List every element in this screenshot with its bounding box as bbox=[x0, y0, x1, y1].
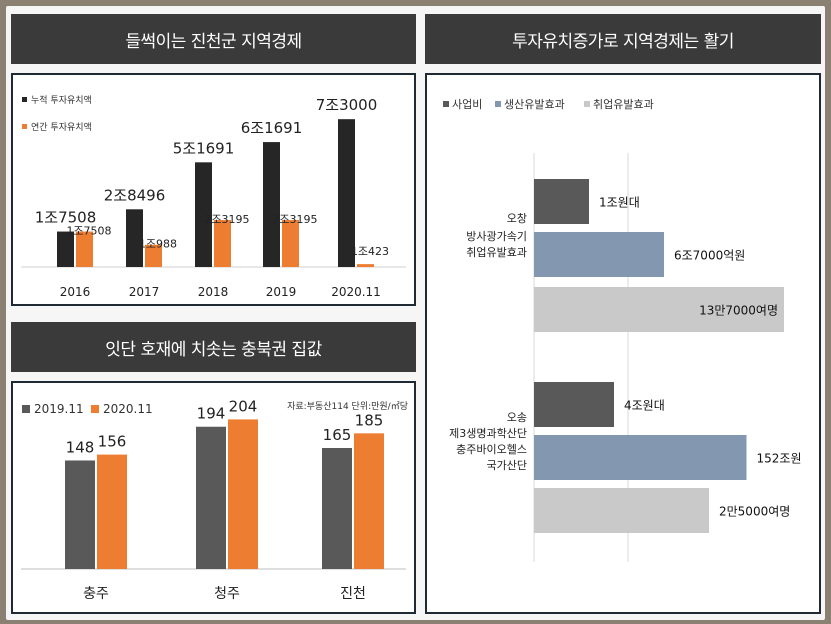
x-tick-label: 진천 bbox=[340, 586, 366, 602]
bar-value-label: 4조원대 bbox=[624, 399, 665, 413]
x-tick-label: 청주 bbox=[214, 586, 240, 602]
group-label-line: 오창 bbox=[507, 212, 527, 225]
x-tick-label: 2020.11 bbox=[331, 285, 381, 299]
bottom-left-title: 잇단 호재에 치솟는 충북권 집값 bbox=[11, 322, 416, 372]
x-tick-label: 2017 bbox=[129, 285, 160, 299]
group-label-line: 오송 bbox=[507, 411, 527, 424]
bar-production bbox=[534, 435, 747, 480]
legend-swatch bbox=[495, 101, 501, 107]
data-label-annual: 2조3195 bbox=[204, 213, 249, 226]
bar-value-label: 6조7000억원 bbox=[674, 249, 745, 263]
bar-2019 bbox=[196, 426, 226, 569]
bar-cumulative bbox=[195, 162, 212, 267]
data-label-cumulative: 2조8496 bbox=[104, 186, 166, 204]
x-tick-label: 2018 bbox=[198, 285, 229, 299]
bar-value-label: 13만7000여명 bbox=[699, 304, 778, 318]
bar-employment bbox=[534, 287, 784, 332]
legend-label-cumulative: 누적 투자유치액 bbox=[31, 94, 92, 106]
legend-label-annual: 연간 투자유치액 bbox=[31, 121, 92, 133]
data-label-cumulative: 7조3000 bbox=[316, 96, 378, 114]
data-label-2020: 185 bbox=[355, 411, 384, 429]
bar-2019 bbox=[65, 460, 95, 569]
group-label-line: 방사광가속기 bbox=[466, 230, 527, 243]
x-tick-label: 충주 bbox=[83, 586, 109, 602]
bottom-left-chart-panel: 2019.11 2020.11 자료:부동산114 단위:만원/㎡당 148 156 충주… bbox=[11, 381, 416, 614]
bar-employment bbox=[534, 488, 709, 533]
data-label-annual: 1조988 bbox=[139, 238, 177, 251]
housing-price-bar-chart: 2019.11 2020.11 자료:부동산114 단위:만원/㎡당 148 156 충주… bbox=[21, 397, 408, 602]
bar-annual bbox=[76, 231, 93, 267]
legend-label: 사업비 bbox=[452, 98, 482, 111]
right-title: 투자유치증가로 지역경제는 활기 bbox=[425, 14, 821, 64]
group-label-line: 취업유발효과 bbox=[466, 246, 527, 259]
bar-cumulative bbox=[57, 231, 74, 267]
top-left-title: 들썩이는 진천군 지역경제 bbox=[11, 14, 416, 64]
legend-swatch-cumulative bbox=[22, 97, 27, 102]
bar-cost bbox=[534, 382, 614, 427]
bar-2019 bbox=[322, 448, 352, 569]
bar-value-label: 2만5000여명 bbox=[719, 505, 790, 519]
data-label-cumulative: 6조1691 bbox=[241, 119, 303, 137]
economic-effect-bar-chart: 사업비 생산유발효과 취업유발효과오창방사광가속기취업유발효과1조원대6조7000억… bbox=[443, 98, 802, 562]
bar-value-label: 152조원 bbox=[757, 452, 802, 466]
data-label-2019: 148 bbox=[66, 438, 95, 456]
data-label-annual: 2조3195 bbox=[272, 213, 317, 226]
data-label-cumulative: 5조1691 bbox=[173, 139, 235, 157]
legend-label-2019: 2019.11 bbox=[34, 402, 84, 416]
data-label-annual: 1조7508 bbox=[66, 225, 111, 238]
bar-value-label: 1조원대 bbox=[599, 196, 640, 210]
group-label-line: 국가산단 bbox=[487, 459, 527, 472]
data-label-2019: 165 bbox=[323, 426, 352, 444]
legend-swatch-2019 bbox=[22, 405, 30, 413]
bar-annual bbox=[145, 244, 162, 267]
bar-annual bbox=[357, 264, 374, 267]
legend-swatch bbox=[584, 101, 590, 107]
bar-cumulative bbox=[126, 209, 143, 267]
legend-label-2020: 2020.11 bbox=[103, 402, 153, 416]
bar-2020 bbox=[354, 433, 384, 569]
bar-production bbox=[534, 232, 664, 277]
source-note: 자료:부동산114 단위:만원/㎡당 bbox=[287, 401, 408, 412]
data-label-annual: 1조423 bbox=[351, 245, 389, 258]
legend-swatch bbox=[443, 101, 449, 107]
legend-swatch-annual bbox=[22, 124, 27, 129]
data-label-2020: 204 bbox=[229, 397, 258, 415]
group-label-line: 제3생명과학산단 bbox=[449, 427, 527, 440]
data-label-cumulative: 1조7508 bbox=[35, 209, 97, 227]
legend-label: 취업유발효과 bbox=[593, 98, 654, 111]
bar-cost bbox=[534, 179, 589, 224]
data-label-2020: 156 bbox=[98, 433, 127, 451]
group-label-line: 충주바이오헬스 bbox=[456, 443, 527, 456]
bar-2020 bbox=[97, 454, 127, 569]
bar-cumulative bbox=[338, 119, 355, 267]
bar-annual bbox=[214, 220, 231, 267]
bar-2020 bbox=[228, 419, 258, 569]
legend-label: 생산유발효과 bbox=[504, 98, 565, 111]
legend-swatch-2020 bbox=[91, 405, 99, 413]
data-label-2019: 194 bbox=[197, 405, 226, 423]
x-tick-label: 2016 bbox=[60, 285, 91, 299]
bar-cumulative bbox=[263, 142, 280, 267]
right-chart-panel: 사업비 생산유발효과 취업유발효과 오창 방사광가속기 취업유발효과 1조원대 6조7000억… bbox=[425, 73, 821, 614]
bar-annual bbox=[282, 220, 299, 267]
x-tick-label: 2019 bbox=[266, 285, 297, 299]
